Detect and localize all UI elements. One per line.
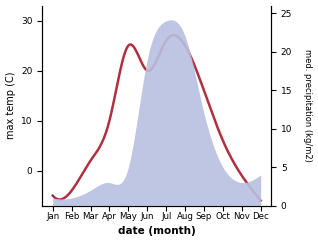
X-axis label: date (month): date (month)	[118, 227, 196, 236]
Y-axis label: max temp (C): max temp (C)	[5, 72, 16, 139]
Y-axis label: med. precipitation (kg/m2): med. precipitation (kg/m2)	[303, 49, 313, 162]
